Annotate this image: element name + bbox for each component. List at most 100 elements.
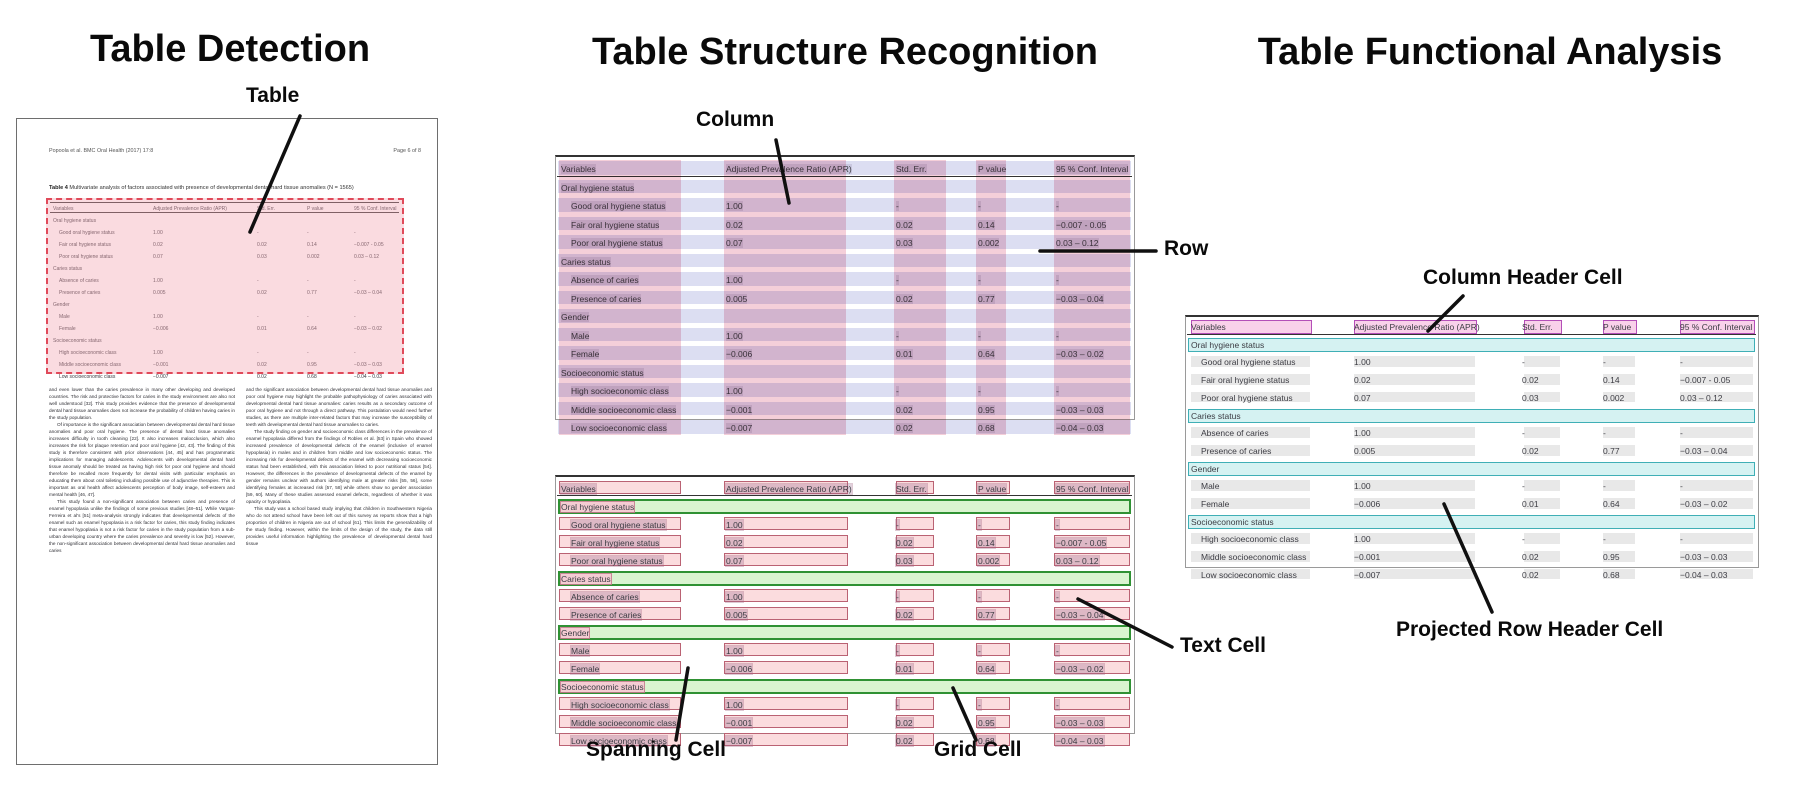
cell-value: - bbox=[307, 311, 309, 323]
cell-text: 0.005 bbox=[153, 290, 166, 296]
cell-value: −0.007 - 0.05 bbox=[1680, 372, 1730, 390]
cell-value: - bbox=[1603, 354, 1606, 372]
cell-text: - bbox=[354, 350, 356, 356]
section-row-label: Caries status bbox=[561, 570, 611, 588]
text-cell-highlight bbox=[1603, 551, 1635, 562]
grid-cell-box bbox=[559, 517, 681, 530]
grid-cell-box bbox=[1054, 589, 1130, 602]
cell-text: Absence of caries bbox=[1201, 428, 1269, 439]
cell-text: Good oral hygiene status bbox=[1201, 357, 1296, 368]
text-cell-highlight bbox=[1191, 480, 1310, 491]
cell-text: Poor oral hygiene status bbox=[1201, 392, 1293, 403]
cell-text: −0.04 – 0.03 bbox=[354, 374, 382, 380]
cell-text: - bbox=[1522, 428, 1525, 439]
cell-value: - bbox=[354, 311, 356, 323]
grid-cell-box bbox=[559, 553, 681, 566]
cell-text: - bbox=[896, 700, 899, 710]
cell-value: 1.00 bbox=[726, 696, 743, 714]
column-band bbox=[724, 160, 846, 435]
cell-text: 0.77 bbox=[1603, 445, 1620, 456]
cell-text: - bbox=[1680, 481, 1683, 492]
text-cell-highlight bbox=[1524, 480, 1560, 491]
doc-paragraph: This study found a non-significant assoc… bbox=[49, 499, 235, 553]
detected-table: Variables Adjusted Prevalence Ratio (APR)… bbox=[49, 201, 401, 380]
text-cell-highlight bbox=[1603, 480, 1635, 491]
cell-text: −0.03 – 0.04 bbox=[354, 290, 382, 296]
cell-text: 95 % Conf. Interval bbox=[1680, 322, 1753, 332]
column-header-text: Std. Err. bbox=[1522, 319, 1553, 337]
cell-value: - bbox=[896, 696, 899, 714]
cell-text: Presence of caries bbox=[1201, 445, 1272, 456]
cell-text: 0.01 bbox=[257, 326, 267, 332]
cell-value: −0.006 bbox=[726, 660, 753, 678]
cell-text: Gender bbox=[53, 302, 70, 308]
cell-text: - bbox=[354, 230, 356, 236]
cell-value: 0.02 bbox=[257, 359, 267, 371]
cell-value: - bbox=[307, 347, 309, 359]
text-cell-highlight bbox=[1680, 568, 1753, 580]
grid-cell-box bbox=[976, 481, 1010, 494]
grid-cell-box bbox=[976, 697, 1010, 710]
text-cell-highlight bbox=[1524, 444, 1560, 456]
label-projected-row-header-cell: Projected Row Header Cell bbox=[1396, 618, 1664, 641]
cell-value: 0.005 bbox=[153, 287, 166, 299]
cell-text: 0.01 bbox=[1522, 499, 1539, 509]
column-header-text: 95 % Conf. Interval bbox=[354, 203, 397, 215]
cell-text: - bbox=[1603, 534, 1606, 545]
section-row-label: Socioeconomic status bbox=[53, 335, 102, 347]
grid-cell-box bbox=[724, 517, 848, 530]
grid-cell-box bbox=[896, 589, 934, 602]
column-header-text: P value bbox=[1603, 319, 1631, 337]
column-band bbox=[1054, 160, 1130, 435]
text-cell-highlight bbox=[1354, 427, 1475, 438]
cell-value: −0.006 bbox=[1354, 496, 1380, 514]
cell-text: 0.68 bbox=[1603, 569, 1620, 580]
cell-value: 0.002 bbox=[1603, 390, 1624, 408]
cell-value: 0.02 bbox=[1354, 372, 1371, 390]
label-spanning-cell: Spanning Cell bbox=[586, 738, 727, 761]
cell-value: 0.64 bbox=[978, 660, 995, 678]
grid-cell-box bbox=[976, 643, 1010, 656]
cell-value: 0.64 bbox=[307, 323, 317, 335]
cell-value: 0.01 bbox=[896, 660, 913, 678]
row-label: Poor oral hygiene status bbox=[571, 552, 663, 570]
cell-text: −0.007 - 0.05 bbox=[1680, 375, 1731, 386]
cell-value: −0.03 – 0.03 bbox=[354, 359, 382, 371]
column-header-text: Std. Err. bbox=[896, 480, 927, 498]
row-label: Presence of caries bbox=[59, 287, 100, 299]
cell-text: Socioeconomic status bbox=[561, 682, 644, 692]
cell-text: 0.95 bbox=[307, 362, 317, 368]
column-header-cell-box bbox=[1524, 320, 1562, 334]
text-cell-highlight bbox=[1191, 533, 1310, 545]
cell-text: - bbox=[307, 314, 309, 320]
text-cell-highlight bbox=[1603, 356, 1635, 368]
doc-header-page-number: Page 6 of 8 bbox=[393, 148, 421, 154]
cell-text: −0.03 – 0.03 bbox=[354, 362, 382, 368]
cell-value: 1.00 bbox=[153, 347, 163, 359]
cell-text: 0.02 bbox=[896, 736, 913, 746]
cell-text: Adjusted Prevalence Ratio (APR) bbox=[726, 484, 852, 494]
row-label: Poor oral hygiene status bbox=[59, 251, 113, 263]
table-caption-text: Multivariate analysis of factors associa… bbox=[67, 185, 354, 191]
column-header-text: 95 % Conf. Interval bbox=[1680, 319, 1752, 337]
cell-text: Caries status bbox=[53, 266, 83, 272]
cell-text: 0.02 bbox=[1522, 552, 1539, 563]
cell-text: 1.00 bbox=[153, 350, 163, 356]
cell-text: Male bbox=[1201, 481, 1220, 492]
cell-text: - bbox=[1603, 428, 1606, 439]
cell-text: 0.03 bbox=[1522, 392, 1539, 403]
cell-text: 0.95 bbox=[978, 718, 995, 728]
cell-text: −0.007 bbox=[153, 374, 169, 380]
cell-text: Female bbox=[59, 326, 76, 332]
row-label: Fair oral hygiene status bbox=[59, 239, 111, 251]
doc-paragraph: The study finding on gender and socioeco… bbox=[246, 429, 432, 504]
text-cell-highlight bbox=[1354, 391, 1475, 403]
grid-cell-box bbox=[724, 733, 848, 746]
cell-text: Presence of caries bbox=[59, 290, 101, 296]
cell-value: −0.04 – 0.03 bbox=[1680, 567, 1728, 585]
cell-value: - bbox=[354, 347, 356, 359]
cell-text: −0.03 – 0.03 bbox=[1056, 718, 1104, 728]
cell-value: 0.68 bbox=[1603, 567, 1620, 585]
cell-value: 0.02 bbox=[896, 732, 913, 750]
